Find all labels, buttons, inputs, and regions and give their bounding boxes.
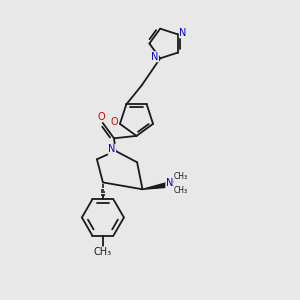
- Polygon shape: [142, 182, 168, 189]
- Text: N: N: [151, 52, 158, 62]
- Text: N: N: [179, 28, 187, 38]
- Text: N: N: [108, 144, 116, 154]
- Text: O: O: [97, 112, 105, 122]
- Text: CH₃: CH₃: [173, 172, 188, 181]
- Text: CH₃: CH₃: [94, 247, 112, 257]
- Text: CH₃: CH₃: [173, 186, 188, 195]
- Text: N: N: [166, 178, 173, 188]
- Text: O: O: [110, 117, 118, 128]
